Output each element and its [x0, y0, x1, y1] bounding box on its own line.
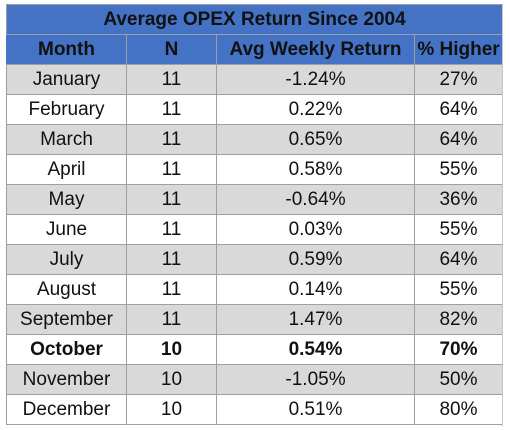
cell-avg-weekly-return[interactable]: 0.22% [216, 94, 415, 125]
cell-pct-higher[interactable]: 55% [413, 154, 504, 185]
cell-avg-weekly-return[interactable]: 1.47% [216, 304, 415, 335]
cell-avg-weekly-return[interactable]: 0.14% [216, 274, 415, 305]
cell-month[interactable]: December [6, 394, 127, 425]
cell-n[interactable]: 11 [126, 304, 217, 335]
cell-pct-higher[interactable]: 64% [413, 244, 504, 275]
cell-n[interactable]: 11 [126, 214, 217, 245]
cell-month[interactable]: October [6, 334, 127, 365]
cell-pct-higher[interactable]: 27% [413, 64, 504, 95]
opex-return-table: Average OPEX Return Since 2004 Month N A… [5, 4, 504, 425]
cell-pct-higher[interactable]: 55% [413, 274, 504, 305]
cell-avg-weekly-return[interactable]: 0.65% [216, 124, 415, 155]
table-row: April 11 0.58% 55% [6, 154, 504, 185]
cell-pct-higher[interactable]: 82% [413, 304, 504, 335]
column-header-n[interactable]: N [126, 34, 217, 65]
cell-month[interactable]: November [6, 364, 127, 395]
cell-pct-higher[interactable]: 64% [413, 94, 504, 125]
cell-month[interactable]: June [6, 214, 127, 245]
table-row: September 11 1.47% 82% [6, 304, 504, 335]
cell-pct-higher[interactable]: 80% [413, 394, 504, 425]
column-header-row: Month N Avg Weekly Return % Higher [6, 34, 504, 65]
table-row: March 11 0.65% 64% [6, 124, 504, 155]
cell-avg-weekly-return[interactable]: -1.05% [216, 364, 415, 395]
cell-pct-higher[interactable]: 50% [413, 364, 504, 395]
cell-avg-weekly-return[interactable]: 0.58% [216, 154, 415, 185]
cell-n[interactable]: 11 [126, 64, 217, 95]
cell-n[interactable]: 10 [126, 334, 217, 365]
cell-avg-weekly-return[interactable]: 0.54% [216, 334, 415, 365]
table-row: December 10 0.51% 80% [6, 394, 504, 425]
column-header-pct-higher[interactable]: % Higher [413, 34, 504, 65]
cell-month[interactable]: August [6, 274, 127, 305]
table-row: February 11 0.22% 64% [6, 94, 504, 125]
table-row: August 11 0.14% 55% [6, 274, 504, 305]
table-row: November 10 -1.05% 50% [6, 364, 504, 395]
cell-n[interactable]: 11 [126, 124, 217, 155]
table-row: May 11 -0.64% 36% [6, 184, 504, 215]
cell-avg-weekly-return[interactable]: 0.03% [216, 214, 415, 245]
spreadsheet-gridline [502, 4, 510, 426]
cell-n[interactable]: 11 [126, 154, 217, 185]
table-title[interactable]: Average OPEX Return Since 2004 [5, 4, 504, 35]
cell-pct-higher[interactable]: 55% [413, 214, 504, 245]
cell-month[interactable]: March [6, 124, 127, 155]
cell-month[interactable]: April [6, 154, 127, 185]
table-row: July 11 0.59% 64% [6, 244, 504, 275]
cell-n[interactable]: 11 [126, 244, 217, 275]
cell-pct-higher[interactable]: 70% [413, 334, 504, 365]
cell-n[interactable]: 11 [126, 94, 217, 125]
cell-month[interactable]: September [6, 304, 127, 335]
cell-month[interactable]: February [6, 94, 127, 125]
cell-avg-weekly-return[interactable]: -1.24% [216, 64, 415, 95]
column-header-avg-weekly-return[interactable]: Avg Weekly Return [216, 34, 415, 65]
cell-n[interactable]: 10 [126, 394, 217, 425]
table-title-row: Average OPEX Return Since 2004 [5, 4, 504, 35]
cell-month[interactable]: May [6, 184, 127, 215]
cell-avg-weekly-return[interactable]: 0.51% [216, 394, 415, 425]
column-header-month[interactable]: Month [6, 34, 127, 65]
cell-n[interactable]: 11 [126, 274, 217, 305]
table-row: October 10 0.54% 70% [6, 334, 504, 365]
cell-n[interactable]: 10 [126, 364, 217, 395]
cell-pct-higher[interactable]: 64% [413, 124, 504, 155]
cell-avg-weekly-return[interactable]: 0.59% [216, 244, 415, 275]
table-row: January 11 -1.24% 27% [6, 64, 504, 95]
table-row: June 11 0.03% 55% [6, 214, 504, 245]
cell-pct-higher[interactable]: 36% [413, 184, 504, 215]
cell-month[interactable]: July [6, 244, 127, 275]
cell-avg-weekly-return[interactable]: -0.64% [216, 184, 415, 215]
table-body: January 11 -1.24% 27% February 11 0.22% 64% Marc… [6, 64, 504, 425]
cell-month[interactable]: January [6, 64, 127, 95]
spreadsheet-table-area: Average OPEX Return Since 2004 Month N A… [5, 4, 504, 426]
cell-n[interactable]: 11 [126, 184, 217, 215]
